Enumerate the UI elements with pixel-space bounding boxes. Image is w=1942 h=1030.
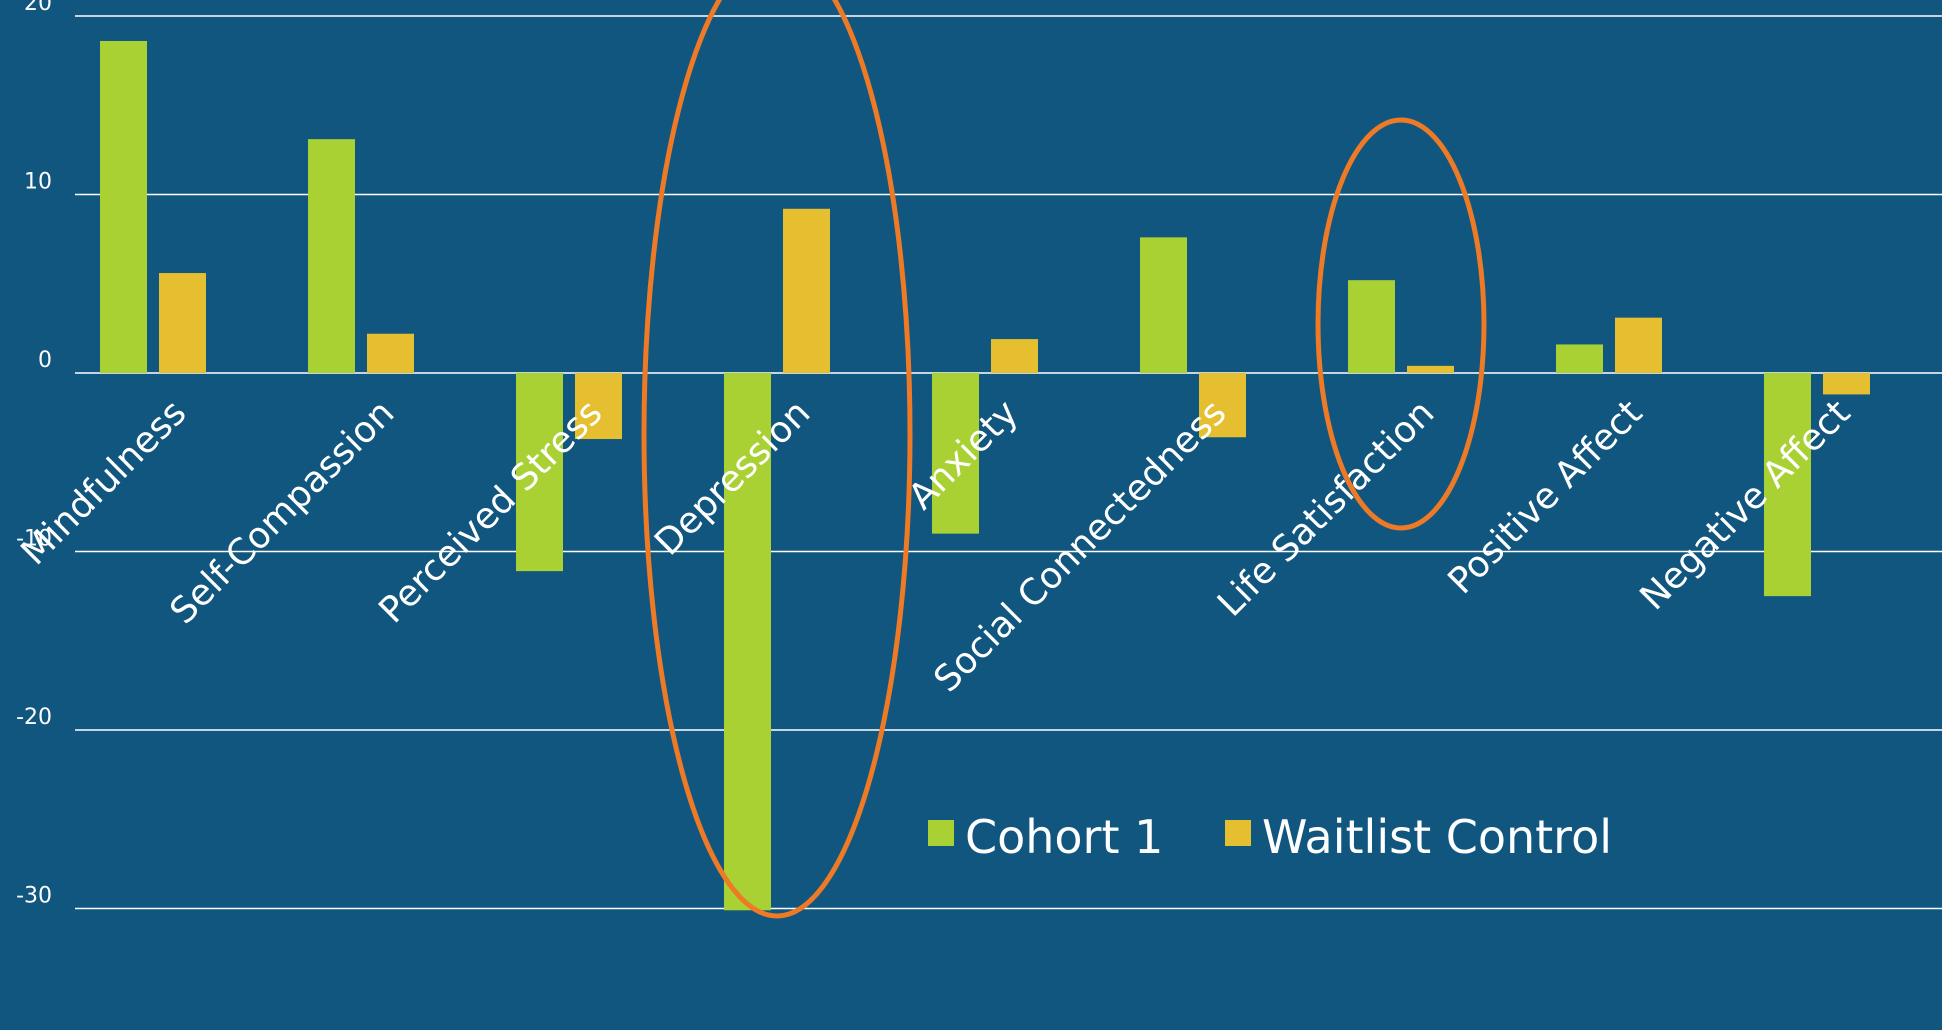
bar-waitlist-control-self-compassion: [367, 333, 414, 373]
bar-cohort-1-mindfulness: [100, 40, 147, 374]
bar-cohort-1-anxiety: [932, 373, 979, 534]
y-tick-label: 20: [24, 0, 52, 16]
legend: Cohort 1 Waitlist Control: [928, 810, 1612, 864]
legend-label-cohort-1: Cohort 1: [965, 810, 1163, 864]
category-label-negative-affect: Negative Affect: [1632, 392, 1858, 618]
bar-waitlist-control-anxiety: [991, 339, 1038, 373]
bar-cohort-1-social-connectedness: [1140, 237, 1187, 373]
bar-waitlist-control-perceived-stress: [575, 373, 622, 440]
category-label-perceived-stress: Perceived Stress: [371, 392, 610, 631]
bar-waitlist-control-positive-affect: [1615, 317, 1662, 373]
bar-waitlist-control-mindfulness: [159, 273, 206, 373]
bar-cohort-1-perceived-stress: [516, 373, 563, 572]
y-tick-label: -10: [16, 527, 52, 552]
bar-cohort-1-self-compassion: [308, 139, 355, 373]
legend-swatch-waitlist-control: [1225, 820, 1251, 846]
legend-swatch-cohort-1: [928, 820, 954, 846]
highlight-ellipse-depression: [641, 0, 913, 919]
category-label-mindfulness: Mindfulness: [14, 392, 195, 573]
bar-waitlist-control-life-satisfaction: [1407, 365, 1454, 373]
y-tick-label: 10: [24, 170, 52, 195]
y-tick-label: -30: [16, 884, 52, 909]
bar-cohort-1-positive-affect: [1556, 344, 1603, 373]
bar-cohort-1-negative-affect: [1764, 373, 1811, 597]
category-label-self-compassion: Self-Compassion: [163, 392, 403, 632]
bar-waitlist-control-social-connectedness: [1199, 373, 1246, 438]
bar-waitlist-control-depression: [783, 208, 830, 373]
bar-cohort-1-life-satisfaction: [1348, 280, 1395, 373]
legend-label-waitlist-control: Waitlist Control: [1262, 810, 1612, 864]
y-tick-label: 0: [38, 348, 52, 373]
bar-cohort-1-depression: [724, 373, 771, 911]
highlight-ellipse-life-satisfaction: [1315, 117, 1487, 531]
y-axis-tick-labels: 20 10 0 -10 -20 -30: [16, 0, 52, 909]
bar-waitlist-control-negative-affect: [1823, 373, 1870, 395]
highlight-ellipses: [641, 0, 1487, 919]
bars: [100, 40, 1870, 911]
y-tick-label: -20: [16, 705, 52, 730]
